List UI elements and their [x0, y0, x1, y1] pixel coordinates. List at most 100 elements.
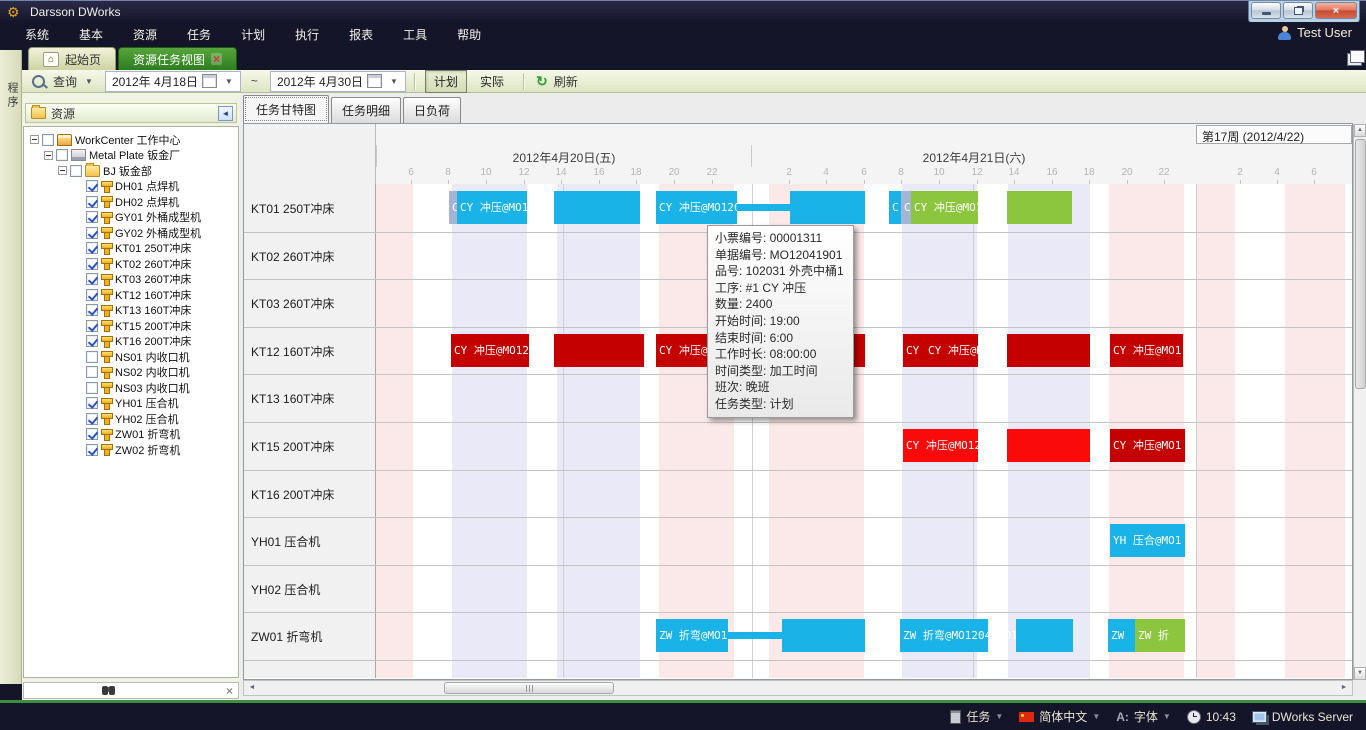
view-tab-2[interactable]: 日负荷 — [403, 97, 462, 123]
horizontal-scroll-thumb[interactable] — [444, 682, 614, 694]
tree-item-3[interactable]: DH01 点焊机 — [86, 179, 179, 194]
menu-item-7[interactable]: 工具 — [403, 28, 428, 42]
gantt-task-bar[interactable]: CY 冲压@MO12041904 — [451, 333, 569, 367]
gantt-task-bar[interactable] — [737, 204, 790, 211]
filter-clear-icon[interactable]: × — [225, 684, 233, 698]
tree-filter-row[interactable]: × — [23, 682, 239, 699]
close-button[interactable]: × — [1315, 2, 1357, 19]
menu-item-4[interactable]: 计划 — [241, 28, 266, 42]
gantt-task-bar[interactable]: CY 冲压@MO12041901 — [457, 191, 575, 224]
tree-checkbox[interactable] — [86, 242, 98, 254]
tree-checkbox[interactable] — [86, 195, 98, 208]
tab-overflow-icon[interactable] — [1347, 50, 1365, 66]
tree-item-18[interactable]: YH02 压合机 — [86, 411, 179, 426]
menu-item-6[interactable]: 报表 — [349, 28, 374, 42]
gantt-task-bar[interactable]: ZW 折弯@MO12041901 — [656, 619, 774, 653]
status-dropdown-arrow[interactable]: ▼ — [995, 712, 1004, 721]
status-item-2[interactable]: A: 字体 ▼ — [1111, 708, 1176, 725]
tree-checkbox[interactable] — [86, 180, 98, 192]
date-from-dropdown-arrow[interactable]: ▼ — [225, 76, 233, 86]
vertical-scroll-thumb[interactable] — [1354, 139, 1366, 389]
gantt-task-bar[interactable]: C — [901, 191, 911, 224]
tree-item-4[interactable]: DH02 点焊机 — [86, 194, 179, 209]
gantt-task-bar[interactable]: CY 冲压@MO1 — [1110, 333, 1183, 367]
tree-expander-icon[interactable] — [58, 166, 67, 175]
tree-item-0[interactable]: WorkCenter 工作中心 — [30, 132, 181, 147]
status-item-4[interactable]: DWorks Server — [1247, 710, 1358, 724]
tree-expander-icon[interactable] — [30, 135, 39, 144]
gantt-task-bar[interactable]: CY 冲压@MO12041901 — [656, 191, 774, 224]
gantt-task-bar[interactable]: CY 冲压@MO12041904 — [925, 333, 1043, 367]
plan-toggle-button[interactable]: 计划 — [424, 69, 467, 93]
menu-item-2[interactable]: 资源 — [133, 28, 158, 42]
tree-checkbox[interactable] — [86, 304, 98, 316]
tree-checkbox[interactable] — [86, 257, 98, 270]
scroll-right-arrow[interactable]: ► — [1340, 684, 1348, 691]
tree-item-20[interactable]: ZW02 折弯机 — [86, 442, 180, 457]
date-to-dropdown-arrow[interactable]: ▼ — [390, 76, 398, 86]
tree-item-12[interactable]: KT15 200T冲床 — [86, 318, 191, 333]
search-button[interactable]: 查询 — [53, 74, 78, 89]
gantt-task-bar[interactable]: CY 冲压@MO12041903 — [903, 429, 1021, 462]
scroll-up-arrow[interactable]: ▲ — [1354, 124, 1366, 137]
gantt-task-bar[interactable] — [790, 191, 865, 224]
tree-checkbox[interactable] — [42, 133, 54, 146]
tree-checkbox[interactable] — [86, 319, 98, 332]
gantt-task-bar[interactable]: C — [449, 191, 459, 224]
menu-item-5[interactable]: 执行 — [295, 28, 320, 42]
document-tab-0[interactable]: ⌂ 起始页 — [28, 47, 117, 70]
tree-checkbox[interactable] — [86, 443, 98, 456]
tab-close-icon[interactable]: × — [211, 52, 223, 66]
tree-item-9[interactable]: KT03 260T冲床 — [86, 272, 191, 287]
tree-checkbox[interactable] — [86, 335, 98, 347]
view-tab-1[interactable]: 任务明细 — [331, 97, 402, 123]
document-tab-1[interactable]: 资源任务视图 × — [118, 47, 238, 70]
gantt-task-bar[interactable] — [728, 632, 782, 640]
gantt-task-bar[interactable]: CY 冲压@MO1 — [1110, 429, 1185, 462]
actual-toggle-button[interactable]: 实际 — [471, 70, 513, 93]
status-item-1[interactable]: 简体中文 ▼ — [1014, 708, 1105, 725]
tree-checkbox[interactable] — [70, 164, 82, 177]
program-side-strip[interactable]: 程序 — [0, 50, 22, 684]
tree-item-10[interactable]: KT12 160T冲床 — [86, 287, 191, 302]
panel-collapse-button[interactable]: ◄ — [218, 105, 233, 121]
gantt-task-bar[interactable]: ZW 折 — [1135, 619, 1185, 653]
tree-item-15[interactable]: NS02 内收口机 — [86, 365, 190, 380]
tree-expander-icon[interactable] — [44, 150, 53, 160]
status-dropdown-arrow[interactable]: ▼ — [1092, 712, 1101, 721]
tree-item-16[interactable]: NS03 内收口机 — [86, 380, 190, 395]
menu-item-0[interactable]: 系统 — [25, 28, 50, 42]
gantt-task-bar[interactable] — [554, 191, 640, 224]
horizontal-scrollbar[interactable]: ◄ ► — [243, 680, 1353, 696]
gantt-task-bar[interactable]: CY 冲压@MO12041902 — [911, 191, 1029, 224]
view-tab-0[interactable]: 任务甘特图 — [243, 95, 330, 123]
gantt-task-bar[interactable] — [1016, 619, 1073, 653]
gantt-task-bar[interactable] — [1007, 191, 1072, 224]
tree-checkbox[interactable] — [56, 149, 68, 161]
tree-item-19[interactable]: ZW01 折弯机 — [86, 427, 180, 442]
status-dropdown-arrow[interactable]: ▼ — [1162, 712, 1171, 721]
tree-item-8[interactable]: KT02 260T冲床 — [86, 256, 191, 271]
tree-checkbox[interactable] — [86, 397, 98, 409]
tree-checkbox[interactable] — [86, 412, 98, 425]
tree-checkbox[interactable] — [86, 381, 98, 394]
tree-item-2[interactable]: BJ 钣金部 — [58, 162, 152, 178]
gantt-task-bar[interactable] — [554, 333, 644, 367]
tree-checkbox[interactable] — [86, 350, 98, 363]
gantt-task-bar[interactable] — [782, 619, 865, 653]
binoculars-icon[interactable] — [102, 686, 108, 695]
tree-item-6[interactable]: GY02 外桶成型机 — [86, 225, 201, 240]
date-from-picker[interactable]: 2012年 4月18日 ▼ — [104, 70, 241, 92]
tree-item-17[interactable]: YH01 压合机 — [86, 396, 179, 411]
menu-item-3[interactable]: 任务 — [187, 28, 212, 42]
tree-checkbox[interactable] — [86, 428, 98, 440]
gantt-task-bar[interactable]: ZW — [1108, 619, 1135, 653]
status-item-0[interactable]: 任务 ▼ — [945, 708, 1008, 725]
tree-item-11[interactable]: KT13 160T冲床 — [86, 303, 191, 318]
tree-checkbox[interactable] — [86, 288, 98, 301]
scroll-left-arrow[interactable]: ◄ — [248, 684, 256, 691]
vertical-scrollbar[interactable]: ▲ ▼ — [1353, 124, 1366, 680]
tree-item-5[interactable]: GY01 外桶成型机 — [86, 210, 201, 225]
tree-checkbox[interactable] — [86, 273, 98, 285]
tree-checkbox[interactable] — [86, 211, 98, 223]
